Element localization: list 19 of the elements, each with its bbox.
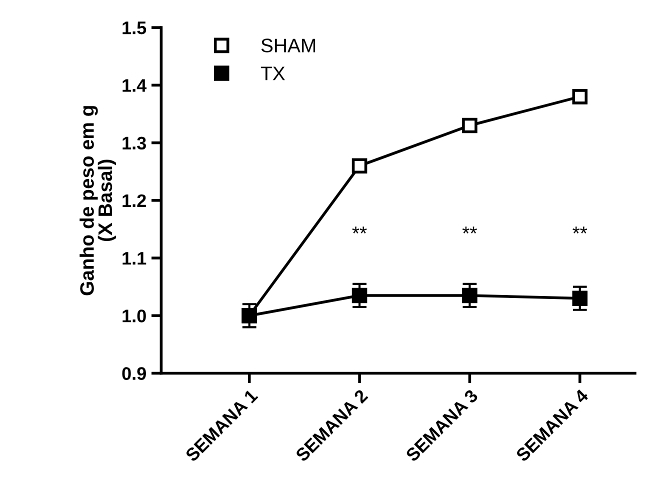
- y-axis-title: Ganho de peso em g (X Basal): [80, 106, 116, 296]
- y-tick-label: 1.3: [122, 136, 146, 150]
- annotation: **: [572, 226, 588, 234]
- point: [572, 290, 588, 306]
- y-tick-label: 1.0: [122, 310, 146, 322]
- point: [352, 288, 368, 304]
- y-tick-label: 1.4: [122, 79, 147, 92]
- point: [352, 158, 368, 174]
- point: [462, 118, 478, 134]
- annotation: **: [462, 226, 477, 234]
- legend-label: TX: [260, 66, 285, 80]
- y-tick-label: 1.1: [122, 252, 146, 265]
- annotation: **: [352, 226, 367, 234]
- legend-label: SHAM: [261, 38, 316, 52]
- point: [572, 89, 588, 104]
- point: [462, 288, 478, 304]
- y-tick-label: 0.9: [122, 367, 146, 380]
- y-tick-label: 1.5: [122, 22, 146, 34]
- y-tick-label: 1.2: [122, 194, 146, 207]
